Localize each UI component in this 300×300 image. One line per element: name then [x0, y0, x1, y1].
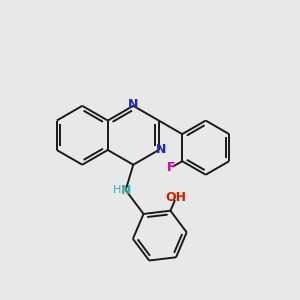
Text: N: N [121, 184, 131, 196]
Text: OH: OH [166, 191, 187, 204]
Text: N: N [128, 98, 139, 111]
Text: F: F [167, 161, 175, 174]
Text: H: H [113, 185, 122, 195]
Text: N: N [156, 143, 166, 157]
